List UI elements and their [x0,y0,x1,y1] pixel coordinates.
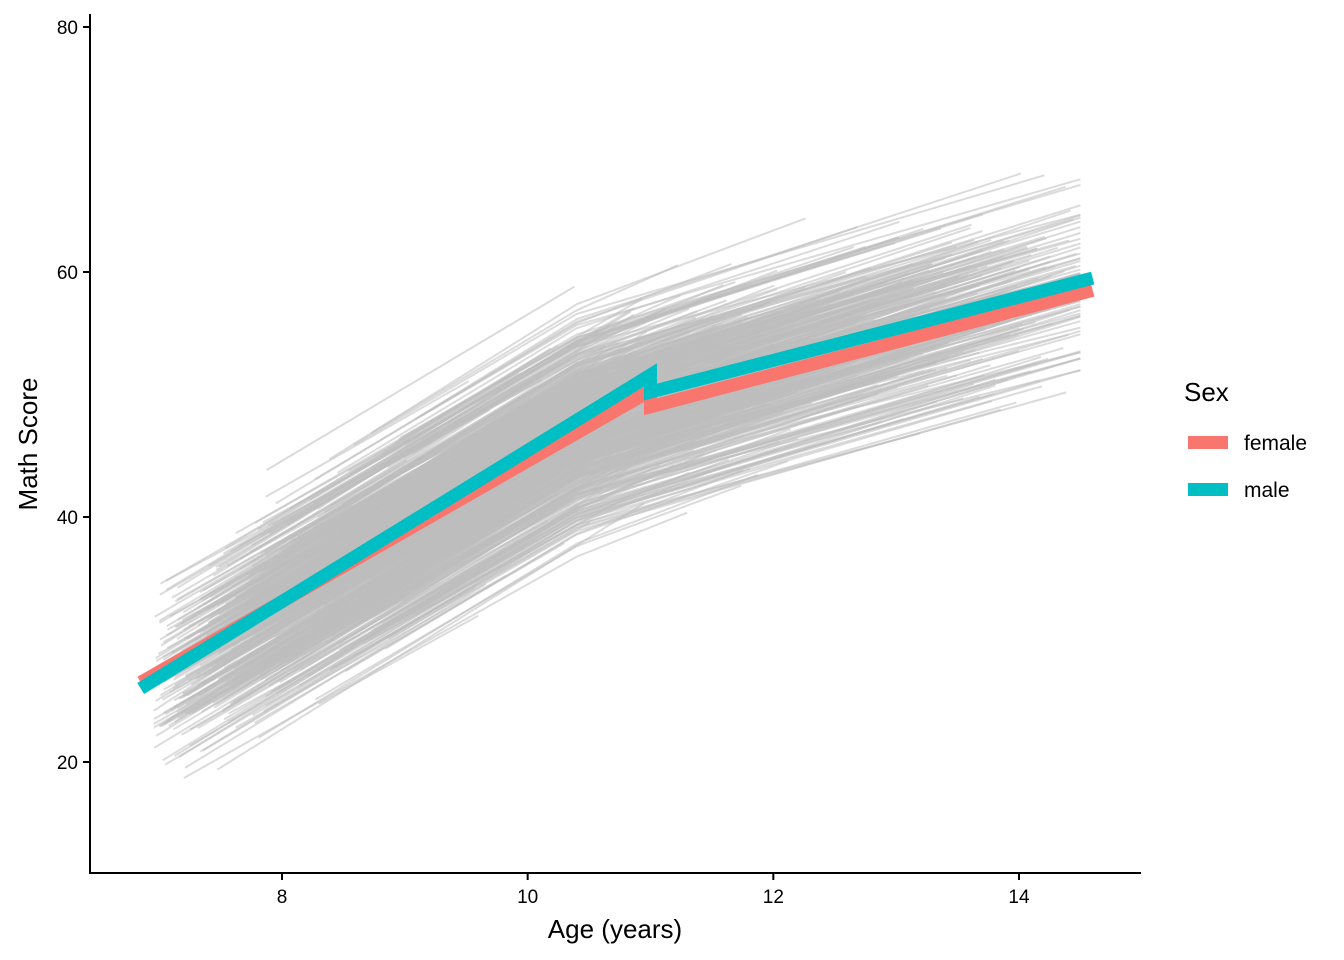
trajectory-line [404,185,1066,446]
trajectory-line [173,553,425,702]
x-axis-ticks: 8 10 12 14 [277,873,1030,908]
trajectory-line [213,606,383,709]
trajectory-line [314,360,712,559]
trajectory-line [411,368,1081,615]
trajectory-line [323,408,491,513]
trajectory-line [188,468,467,628]
y-tick-label: 80 [57,18,78,39]
trajectory-line [208,467,448,624]
trajectory-line [418,314,1081,545]
legend-key-male [1188,483,1228,496]
trajectory-line [220,256,946,604]
legend: Sex female male [1184,377,1307,502]
trajectory-line [238,253,952,547]
trajectory-line [415,287,1028,481]
trajectory-line [230,461,584,670]
trajectory-line [414,400,993,616]
trajectory-line [254,375,818,626]
trajectory-line [405,441,606,559]
y-axis-ticks: 20 40 60 80 [57,18,90,774]
y-tick-label: 20 [57,753,78,774]
x-tick-label: 14 [1008,887,1030,908]
trajectory-line [389,352,634,498]
trajectory-line [296,387,536,537]
trajectory-line [414,371,791,547]
trajectory-line [329,521,591,671]
trajectory-line [331,444,656,623]
trajectory-line [265,380,470,498]
trajectory-line [346,359,971,602]
trajectory-line [316,356,896,602]
legend-key-female [1188,436,1228,449]
trajectory-line [299,520,548,672]
trajectory-line [184,583,487,769]
series-lines [137,271,1095,695]
x-tick-label: 8 [277,887,288,908]
trajectory-line [266,285,575,471]
series-line-male [137,271,1095,695]
trajectory-line [324,504,478,593]
y-axis-title: Math Score [13,378,43,511]
trajectory-line [421,368,933,570]
trajectory-line [341,248,1005,519]
trajectory-line [246,340,934,657]
trajectory-line [181,420,883,736]
x-tick-label: 10 [517,887,538,908]
trajectory-line [162,497,432,658]
trajectory-line [257,456,641,665]
x-axis-title: Age (years) [548,914,682,944]
trajectory-line [370,264,679,434]
trajectory-line [270,414,559,577]
trajectory-line [291,422,505,554]
trajectory-line [353,174,1045,447]
trajectory-line [336,220,900,474]
trajectory-line [420,178,1081,418]
trajectory-line [329,217,806,460]
trajectory-line [325,440,780,644]
trajectory-line [254,297,643,524]
trajectory-line [202,587,475,752]
trajectory-line [391,310,632,457]
trajectory-line [289,372,520,510]
trajectory-line [239,227,971,570]
legend-label-female: female [1244,432,1307,455]
legend-label-male: male [1244,479,1290,502]
y-tick-label: 40 [57,508,78,529]
trajectory-line [259,379,543,538]
trajectory-line [376,374,948,589]
x-tick-label: 12 [763,887,784,908]
legend-title: Sex [1184,377,1229,407]
y-tick-label: 60 [57,263,78,284]
trajectory-line [314,484,742,701]
trajectory-line [258,473,759,739]
trajectory-line [212,223,972,577]
trajectory-line [226,340,617,567]
trajectory-line [265,539,537,698]
individual-trajectories [153,172,1081,779]
trajectory-line [275,226,858,505]
trajectory-line [345,460,788,672]
trajectory-line [356,449,695,615]
trajectory-line [378,512,546,610]
trajectory-line [398,322,795,496]
